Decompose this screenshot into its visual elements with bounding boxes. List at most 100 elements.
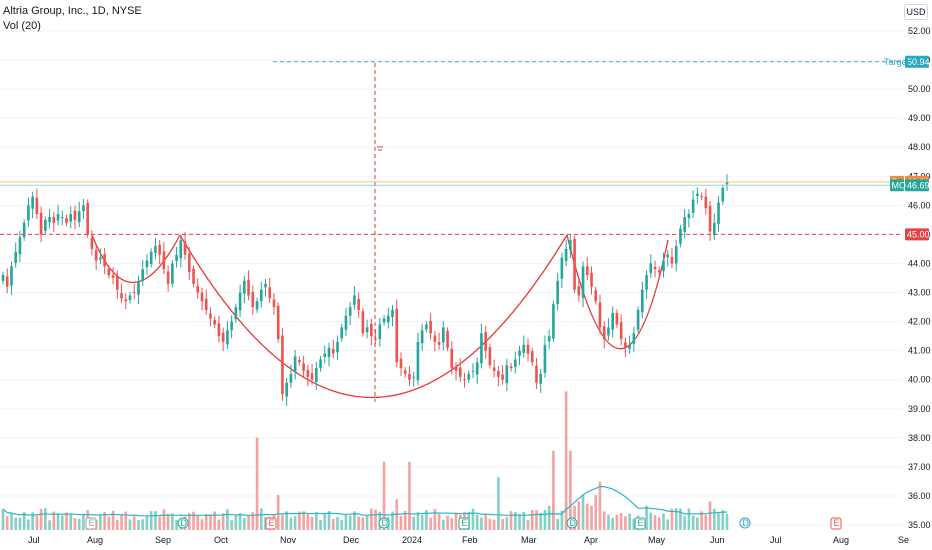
- volume-bar: [446, 515, 449, 530]
- candle-body: [505, 365, 509, 384]
- volume-bar: [611, 517, 614, 530]
- price-tick-label: 50.00: [908, 84, 931, 94]
- dividend-icon: [177, 517, 189, 529]
- volume-bar: [171, 513, 174, 530]
- price-tick-label: 38.00: [908, 433, 931, 443]
- candle-body: [645, 275, 648, 290]
- volume-bar: [429, 517, 432, 530]
- candle-body: [272, 299, 276, 308]
- symbol-label: MO: [892, 180, 907, 190]
- candle-body: [717, 202, 720, 224]
- candle-body: [44, 219, 47, 231]
- volume-bar: [391, 511, 394, 530]
- volume-bar: [141, 519, 145, 530]
- candle-body: [94, 250, 98, 261]
- volume-bar: [615, 514, 619, 530]
- candle-body: [234, 307, 238, 320]
- candle-body: [77, 211, 81, 223]
- candle-body: [708, 205, 712, 232]
- volume-bar: [238, 513, 242, 530]
- volume-bar: [488, 518, 492, 530]
- candle-body: [192, 268, 195, 284]
- volume-bar: [259, 508, 263, 530]
- time-tick-label: Mar: [521, 535, 537, 545]
- volume-bar: [103, 512, 106, 530]
- volume-bars: [1, 391, 729, 530]
- candle-body: [581, 266, 585, 298]
- candle-body: [450, 348, 454, 369]
- earnings-icon: [85, 517, 97, 530]
- candle-body: [357, 298, 360, 310]
- volume-bar: [319, 520, 322, 530]
- candle-body: [103, 254, 106, 267]
- volume-bar: [560, 510, 564, 530]
- volume-bar: [158, 516, 161, 530]
- volume-spike-bar: [255, 437, 259, 530]
- candle-body: [298, 359, 301, 363]
- candle-body: [484, 332, 487, 351]
- volume-bar: [22, 512, 26, 530]
- price-axis[interactable]: 52.0051.0050.0049.0048.0047.0046.0045.00…: [902, 0, 932, 550]
- candle-body: [35, 197, 39, 215]
- candle-body: [628, 344, 631, 349]
- volume-bar: [645, 505, 648, 530]
- candle-body: [475, 362, 479, 375]
- volume-bar: [683, 516, 686, 530]
- volume-bar: [10, 513, 13, 530]
- candle-body: [442, 327, 445, 343]
- last-price-tag: 46.69: [907, 180, 930, 190]
- candle-body: [615, 312, 619, 325]
- volume-bar: [484, 514, 487, 530]
- volume-bar: [492, 519, 496, 530]
- event-letter: E: [462, 518, 468, 528]
- time-tick-label: Apr: [584, 535, 598, 545]
- volume-bar: [306, 514, 310, 530]
- level-price-tag: 45.00: [907, 229, 930, 239]
- volume-bar: [370, 508, 373, 530]
- candle-body: [145, 260, 149, 267]
- time-tick-label: 2024: [402, 535, 422, 545]
- time-tick-label: Aug: [87, 535, 103, 545]
- volume-bar: [340, 520, 344, 530]
- volume-bar: [530, 509, 534, 530]
- candle-body: [204, 298, 208, 310]
- candle-body: [513, 359, 517, 367]
- volume-bar: [120, 514, 123, 530]
- volume-bar: [82, 514, 85, 530]
- candle-body: [598, 302, 602, 328]
- volume-bar: [348, 515, 352, 530]
- candle-body: [264, 283, 267, 288]
- price-tick-label: 42.00: [908, 317, 931, 327]
- volume-bar: [331, 519, 335, 530]
- volume-bar: [77, 518, 81, 530]
- time-tick-label: Jul: [770, 535, 782, 545]
- volume-bar: [632, 518, 636, 530]
- volume-indicator-label[interactable]: Vol (20): [3, 20, 41, 32]
- candle-body: [691, 199, 695, 213]
- candle-body: [670, 257, 674, 264]
- candle-body: [679, 228, 682, 244]
- time-axis[interactable]: Jul Aug Sep Oct Nov Dec 2024 Feb Mar Apr May Jun Jul…: [28, 535, 909, 545]
- currency-button[interactable]: USD: [904, 4, 928, 20]
- volume-bar: [674, 508, 678, 530]
- volume-bar: [116, 520, 119, 530]
- candle-body: [107, 268, 111, 276]
- volume-bar: [670, 508, 674, 530]
- event-letter: E: [269, 518, 275, 528]
- chart-legend[interactable]: Altria Group, Inc., 1D, NYSE Vol (20): [3, 4, 142, 34]
- dividend-icon: [566, 517, 578, 529]
- candle-body: [649, 263, 653, 273]
- volume-bar: [687, 508, 691, 530]
- candle-body: [276, 305, 280, 340]
- volume-bar: [99, 514, 102, 530]
- candle-body: [344, 315, 348, 330]
- candle-body: [683, 216, 686, 233]
- candle-body: [611, 312, 614, 330]
- candle-body: [590, 272, 593, 287]
- candle-body: [158, 244, 161, 255]
- symbol-title[interactable]: Altria Group, Inc., 1D, NYSE: [3, 5, 142, 17]
- time-tick-label: Aug: [833, 535, 849, 545]
